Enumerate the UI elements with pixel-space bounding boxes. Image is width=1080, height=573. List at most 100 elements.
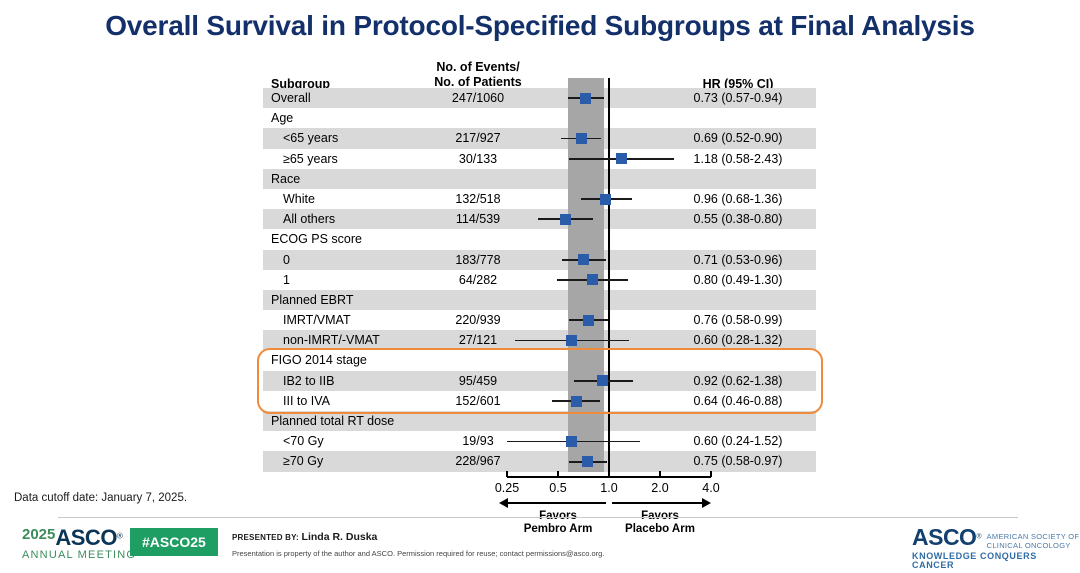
hazard-ratio-value: 0.73 (0.57-0.94) (693, 91, 783, 105)
events-over-patients: 95/459 (458, 373, 498, 388)
subgroup-category-label: FIGO 2014 stage (271, 353, 367, 368)
hazard-ratio-value: 0.60 (0.24-1.52) (693, 434, 783, 449)
axis-tick (710, 470, 712, 477)
subgroup-label: 1 (283, 272, 290, 287)
permission-note: Presentation is property of the author a… (232, 549, 605, 558)
footer-divider (58, 517, 1018, 518)
asco-tagline: KNOWLEDGE CONQUERS CANCER (912, 550, 1037, 570)
table-row: Race (263, 168, 816, 189)
axis-tick-label: 4.0 (702, 480, 720, 495)
events-over-patients: 220/939 (455, 313, 501, 328)
column-header-subgroup: Subgroup (271, 77, 331, 91)
subgroup-label: All others (283, 212, 336, 227)
subgroup-category-label: Age (271, 111, 294, 126)
subgroup-label: IMRT/VMAT (283, 313, 351, 328)
asco-wordmark: ASCO (912, 524, 977, 550)
subgroup-label: <65 years (283, 131, 339, 146)
direction-arrow-right (612, 501, 702, 504)
favors-placebo-label-line2: Placebo Arm (625, 522, 695, 535)
subgroup-label: ≥65 years (283, 151, 338, 166)
events-over-patients: 228/967 (455, 454, 501, 469)
hashtag-badge: #ASCO25 (130, 528, 218, 556)
favors-placebo-label: Favors Placebo Arm (600, 510, 720, 536)
hazard-ratio-value: 0.80 (0.49-1.30) (693, 272, 783, 287)
asco-society-line1: AMERICAN SOCIETY OF (986, 531, 1080, 541)
hazard-ratio-value: 0.69 (0.52-0.90) (693, 131, 783, 146)
events-over-patients: 247/1060 (451, 91, 505, 105)
arrow-head-left (499, 497, 508, 508)
axis-tick-label: 0.5 (549, 480, 567, 495)
meeting-asco-wordmark: ASCO (55, 525, 117, 550)
hazard-ratio-value: 0.96 (0.68-1.36) (693, 191, 783, 206)
page-title: Overall Survival in Protocol-Specified S… (105, 10, 975, 41)
subgroup-label: Overall (271, 91, 311, 105)
events-over-patients: 217/927 (455, 131, 501, 146)
events-over-patients: 27/121 (458, 333, 498, 348)
favors-pembro-label-line2: Pembro Arm (523, 522, 593, 535)
hazard-ratio-value: 1.18 (0.58-2.43) (693, 151, 783, 166)
subgroup-label: White (283, 191, 315, 206)
table-row: non-IMRT/-VMAT 27/121 0.60 (0.28-1.32) (263, 330, 816, 351)
subgroup-category-label: Race (271, 171, 301, 186)
arrow-head-right (702, 497, 711, 508)
table-row: ≥65 years 30/133 1.18 (0.58-2.43) (263, 148, 816, 169)
subgroup-category-label: ECOG PS score (271, 232, 362, 247)
hazard-ratio-value: 0.76 (0.58-0.99) (693, 313, 783, 328)
registered-mark-icon: ® (116, 531, 123, 541)
hazard-ratio-value: 0.60 (0.28-1.32) (693, 333, 783, 348)
hazard-ratio-value: 0.71 (0.53-0.96) (693, 252, 783, 267)
presented-by-label: PRESENTED BY: (232, 533, 299, 542)
table-row: FIGO 2014 stage (263, 350, 816, 371)
events-over-patients: 30/133 (458, 151, 498, 166)
meeting-year: 2025 (22, 526, 56, 543)
axis-tick (506, 470, 508, 477)
presented-by: PRESENTED BY: Linda R. Duska (232, 531, 377, 543)
table-row: ECOG PS score (263, 229, 816, 250)
subgroup-label: III to IVA (283, 393, 331, 408)
column-header-events-line2: No. of Patients (434, 75, 522, 89)
favors-pembro-label-line1: Favors (539, 509, 577, 522)
forest-rows: Overall 247/1060 0.73 (0.57-0.94) Age <65 ye… (263, 88, 816, 472)
events-over-patients: 114/539 (455, 212, 501, 227)
table-row: Planned EBRT (263, 289, 816, 311)
hazard-ratio-value: 0.92 (0.62-1.38) (693, 373, 783, 388)
table-row: <70 Gy 19/93 0.60 (0.24-1.52) (263, 431, 816, 452)
subgroup-label: ≥70 Gy (283, 454, 324, 469)
hazard-ratio-value: 0.55 (0.38-0.80) (693, 212, 783, 227)
forest-plot: Subgroup No. of Events/ No. of Patients … (257, 55, 823, 535)
subgroup-category-label: Planned total RT dose (271, 414, 395, 428)
column-header-hr: HR (95% CI) (702, 77, 774, 91)
table-row: 0 183/778 0.71 (0.53-0.96) (263, 249, 816, 270)
table-row: White 132/518 0.96 (0.68-1.36) (263, 188, 816, 210)
subgroup-label: <70 Gy (283, 434, 324, 449)
table-row: IMRT/VMAT 220/939 0.76 (0.58-0.99) (263, 310, 816, 331)
data-cutoff-note: Data cutoff date: January 7, 2025. (14, 492, 188, 504)
subgroup-label: IB2 to IIB (283, 373, 335, 388)
subgroup-category-label: Planned EBRT (271, 292, 354, 307)
table-row: <65 years 217/927 0.69 (0.52-0.90) (263, 128, 816, 149)
subgroup-label: non-IMRT/-VMAT (283, 333, 380, 348)
table-row: IB2 to IIB 95/459 0.92 (0.62-1.38) (263, 370, 816, 391)
asco-annual-meeting-logo: 2025ASCO® ANNUAL MEETING (22, 527, 136, 561)
table-row: III to IVA 152/601 0.64 (0.46-0.88) (263, 390, 816, 411)
registered-mark-icon: ® (976, 533, 982, 541)
forest-axis: 0.25 0.5 1.0 2.0 4.0 Favors Pembro Arm Favors Pl… (263, 55, 816, 535)
presenter-name: Linda R. Duska (301, 531, 378, 543)
table-row: All others 114/539 0.55 (0.38-0.80) (263, 209, 816, 230)
axis-tick-label: 2.0 (651, 480, 669, 495)
events-over-patients: 183/778 (455, 252, 501, 267)
direction-arrow-left (508, 501, 606, 504)
axis-tick-label: 1.0 (600, 480, 618, 495)
column-header-events-line1: No. of Events/ (436, 60, 520, 74)
axis-tick (608, 470, 610, 477)
subgroup-label: 0 (283, 252, 290, 267)
table-row: Planned total RT dose (263, 411, 816, 432)
axis-tick (557, 470, 559, 477)
favors-placebo-label-line1: Favors (641, 509, 679, 522)
axis-tick (659, 470, 661, 477)
hazard-ratio-value: 0.75 (0.58-0.97) (693, 454, 783, 469)
events-over-patients: 64/282 (458, 272, 498, 287)
table-row: Overall 247/1060 0.73 (0.57-0.94) (263, 88, 816, 109)
favors-pembro-label: Favors Pembro Arm (498, 510, 618, 536)
hazard-ratio-value: 0.64 (0.46-0.88) (693, 393, 783, 408)
